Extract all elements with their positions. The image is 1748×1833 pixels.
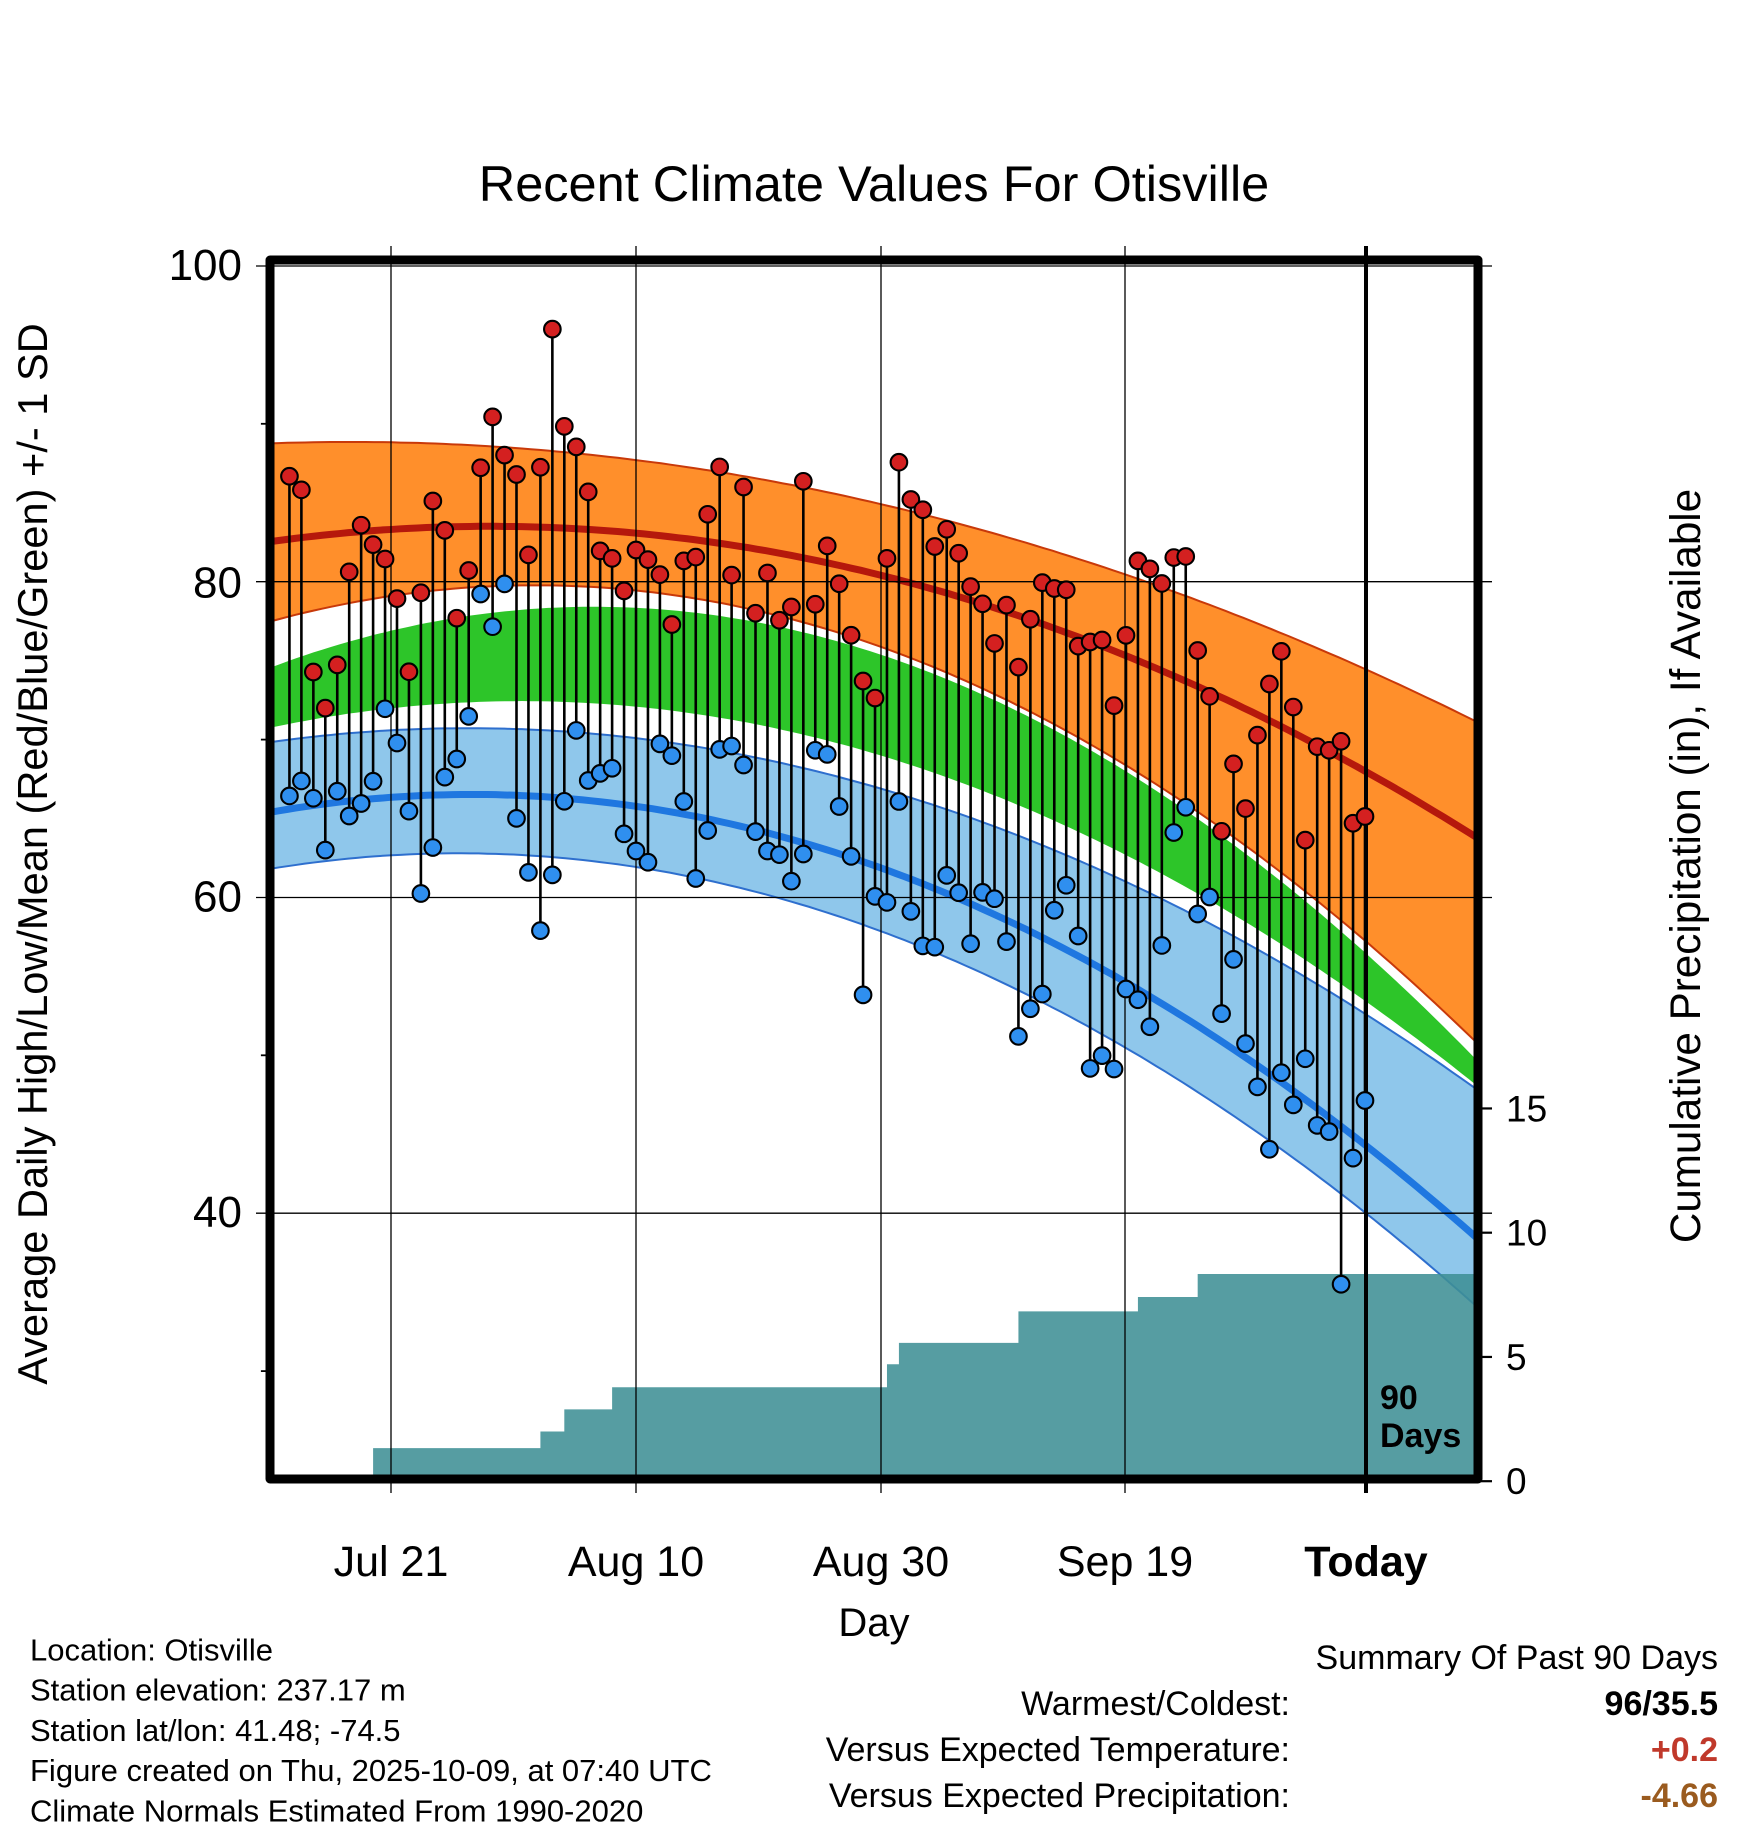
svg-text:Recent Climate Values For Otis: Recent Climate Values For Otisville	[479, 155, 1270, 212]
svg-text:Versus Expected Precipitation:: Versus Expected Precipitation:	[829, 1777, 1290, 1815]
svg-text:60: 60	[193, 872, 242, 921]
svg-text:Station elevation: 237.17 m: Station elevation: 237.17 m	[30, 1673, 406, 1708]
svg-text:80: 80	[193, 559, 242, 608]
svg-text:Summary Of Past 90 Days: Summary Of Past 90 Days	[1316, 1639, 1718, 1677]
svg-text:15: 15	[1506, 1088, 1547, 1129]
svg-text:40: 40	[193, 1188, 242, 1237]
svg-text:Aug 30: Aug 30	[813, 1538, 949, 1586]
svg-text:-4.66: -4.66	[1641, 1777, 1719, 1815]
svg-text:Warmest/Coldest:: Warmest/Coldest:	[1021, 1685, 1290, 1723]
svg-text:Average Daily High/Low/Mean (R: Average Daily High/Low/Mean (Red/Blue/Gr…	[9, 323, 56, 1385]
svg-text:10: 10	[1506, 1213, 1547, 1254]
svg-text:Today: Today	[1304, 1538, 1428, 1586]
svg-text:Aug 10: Aug 10	[568, 1538, 704, 1586]
svg-text:Location: Otisville: Location: Otisville	[30, 1632, 273, 1667]
svg-text:Climate Normals Estimated From: Climate Normals Estimated From 1990-2020	[30, 1794, 643, 1829]
svg-text:Jul 21: Jul 21	[334, 1538, 449, 1586]
svg-text:Station lat/lon: 41.48; -74.5: Station lat/lon: 41.48; -74.5	[30, 1713, 401, 1748]
svg-text:Figure created on Thu, 2025-10: Figure created on Thu, 2025-10-09, at 07…	[30, 1753, 712, 1788]
svg-text:100: 100	[169, 241, 242, 290]
svg-text:Sep 19: Sep 19	[1057, 1538, 1193, 1586]
svg-text:Versus Expected Temperature:: Versus Expected Temperature:	[826, 1731, 1290, 1769]
svg-text:90: 90	[1380, 1379, 1418, 1417]
svg-text:0: 0	[1506, 1461, 1527, 1502]
svg-text:Cumulative Precipitation (in),: Cumulative Precipitation (in), If Availa…	[1662, 489, 1709, 1243]
svg-text:+0.2: +0.2	[1651, 1731, 1718, 1769]
svg-text:5: 5	[1506, 1337, 1527, 1378]
svg-text:Days: Days	[1380, 1417, 1461, 1455]
svg-text:Day: Day	[838, 1601, 909, 1645]
svg-text:96/35.5: 96/35.5	[1605, 1685, 1718, 1723]
